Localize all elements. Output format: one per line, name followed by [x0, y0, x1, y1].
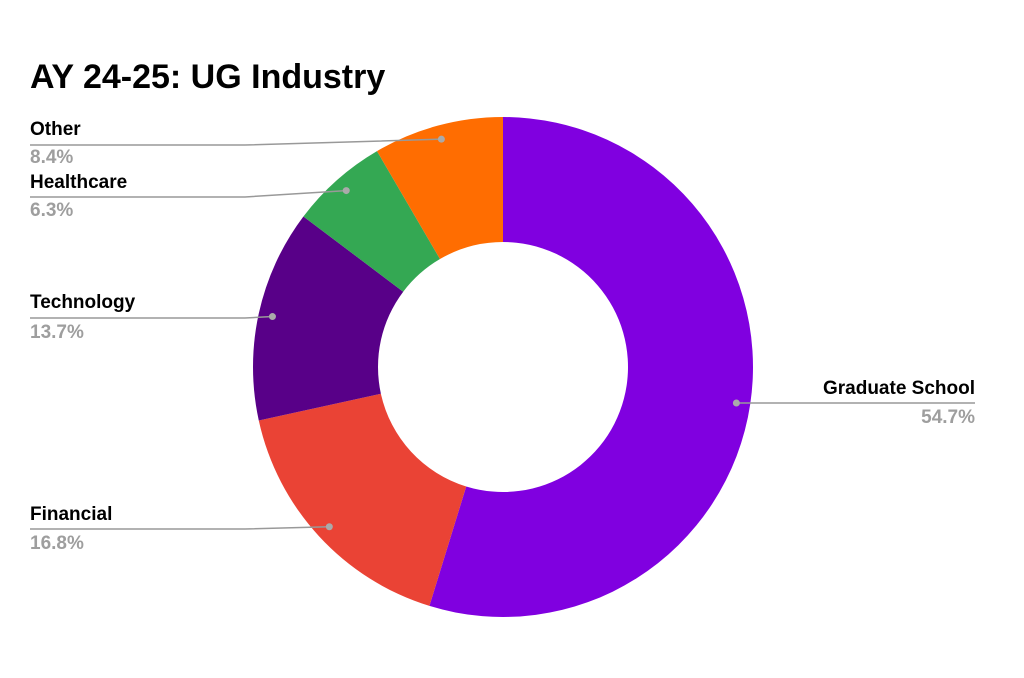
slice-label: Graduate School: [823, 378, 975, 399]
chart-title: AY 24-25: UG Industry: [30, 58, 385, 96]
leader-line: [30, 138, 442, 146]
slice: [376, 117, 503, 260]
value-label: 54.7%: [921, 407, 975, 428]
value-label: 16.8%: [30, 533, 84, 554]
value-label: 8.4%: [30, 147, 73, 168]
leader-dot: [268, 313, 276, 321]
leader-dot: [342, 187, 350, 195]
leader-line: [30, 315, 273, 319]
leader-dot: [732, 399, 740, 407]
slice: [258, 393, 467, 606]
leader-dot: [325, 523, 333, 531]
slice-label: Healthcare: [30, 172, 127, 193]
slice-label: Financial: [30, 504, 112, 525]
slice-label: Other: [30, 119, 81, 140]
value-label: 6.3%: [30, 200, 73, 221]
leader-line: [30, 526, 330, 530]
slice: [303, 151, 440, 292]
slice: [429, 117, 754, 617]
leader-line: [30, 189, 347, 198]
leader-dot: [437, 135, 445, 143]
value-label: 13.7%: [30, 322, 84, 343]
slice-label: Technology: [30, 292, 136, 313]
slice: [253, 216, 404, 421]
